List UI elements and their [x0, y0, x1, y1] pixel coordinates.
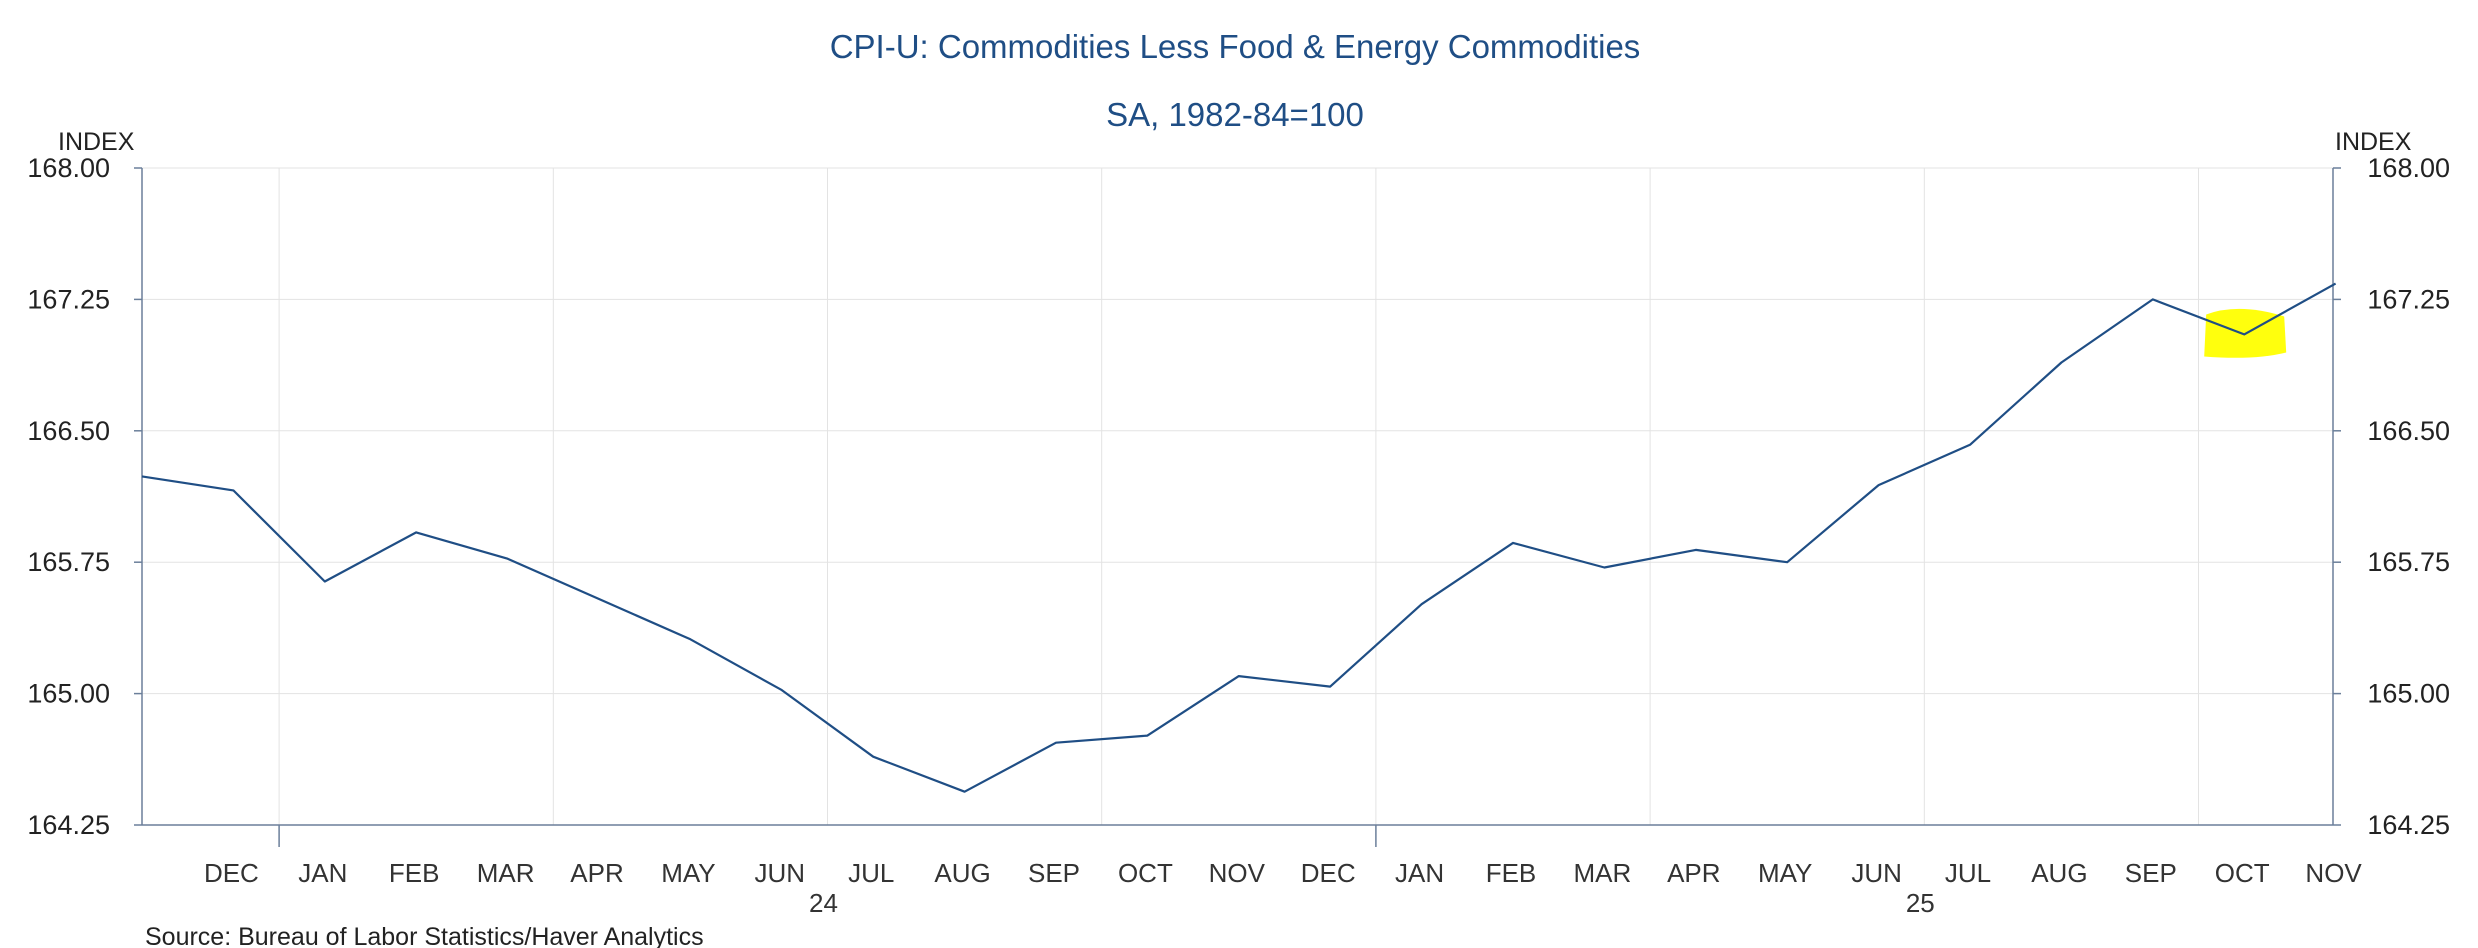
- y-tick-label-left: 164.25: [27, 810, 110, 840]
- x-tick-label: MAR: [1574, 858, 1632, 888]
- y-tick-label-left: 168.00: [27, 153, 110, 183]
- x-tick-label: MAY: [1758, 858, 1812, 888]
- y-tick-label-right: 168.00: [2367, 153, 2450, 183]
- x-tick-label: SEP: [2125, 858, 2177, 888]
- x-tick-label: APR: [1667, 858, 1720, 888]
- right-unit-label: INDEX: [2335, 128, 2412, 156]
- x-tick-label: NOV: [2305, 858, 2362, 888]
- x-tick-label: FEB: [1486, 858, 1537, 888]
- x-tick-label: FEB: [389, 858, 440, 888]
- series-line: [141, 282, 2337, 793]
- x-tick-label: JUL: [1945, 858, 1991, 888]
- y-tick-label-left: 165.75: [27, 547, 110, 577]
- x-year-label: 24: [809, 888, 838, 918]
- y-tick-label-left: 167.25: [27, 284, 110, 314]
- x-tick-label: JUN: [755, 858, 806, 888]
- y-tick-labels: 168.00 168.00 167.25 167.25 166.50 166.50 165.…: [27, 153, 2450, 840]
- y-tick-label-right: 165.75: [2367, 547, 2450, 577]
- chart-subtitle: SA, 1982-84=100: [1106, 96, 1364, 133]
- series-layer: [141, 282, 2337, 793]
- x-tick-label: MAY: [661, 858, 715, 888]
- left-unit-label: INDEX: [58, 128, 135, 156]
- x-tick-labels: DEC JAN FEB MAR APR MAY JUN JUL AUG SEP OCT NOV DEC J…: [204, 858, 2362, 918]
- x-tick-label: SEP: [1028, 858, 1080, 888]
- x-tick-label: MAR: [477, 858, 535, 888]
- y-tick-label-right: 166.50: [2367, 416, 2450, 446]
- axes: [134, 167, 2341, 847]
- x-year-label: 25: [1906, 888, 1935, 918]
- y-tick-label-right: 164.25: [2367, 810, 2450, 840]
- y-tick-label-left: 166.50: [27, 416, 110, 446]
- y-tick-label-right: 165.00: [2367, 679, 2450, 709]
- x-tick-label: JAN: [298, 858, 347, 888]
- x-tick-label: JUL: [848, 858, 894, 888]
- x-tick-label: JUN: [1851, 858, 1902, 888]
- gridlines: [142, 167, 2333, 826]
- x-tick-label: OCT: [1118, 858, 1173, 888]
- x-tick-label: APR: [570, 858, 623, 888]
- chart-title: CPI-U: Commodities Less Food & Energy Co…: [830, 28, 1641, 65]
- y-tick-label-right: 167.25: [2367, 284, 2450, 314]
- x-tick-label: NOV: [1209, 858, 1266, 888]
- x-tick-label: OCT: [2215, 858, 2270, 888]
- x-tick-label: DEC: [204, 858, 259, 888]
- x-tick-label: JAN: [1395, 858, 1444, 888]
- x-tick-label: AUG: [2031, 858, 2087, 888]
- x-tick-label: AUG: [934, 858, 990, 888]
- x-tick-label: DEC: [1301, 858, 1356, 888]
- source-note: Source: Bureau of Labor Statistics/Haver…: [145, 923, 704, 948]
- y-tick-label-left: 165.00: [27, 679, 110, 709]
